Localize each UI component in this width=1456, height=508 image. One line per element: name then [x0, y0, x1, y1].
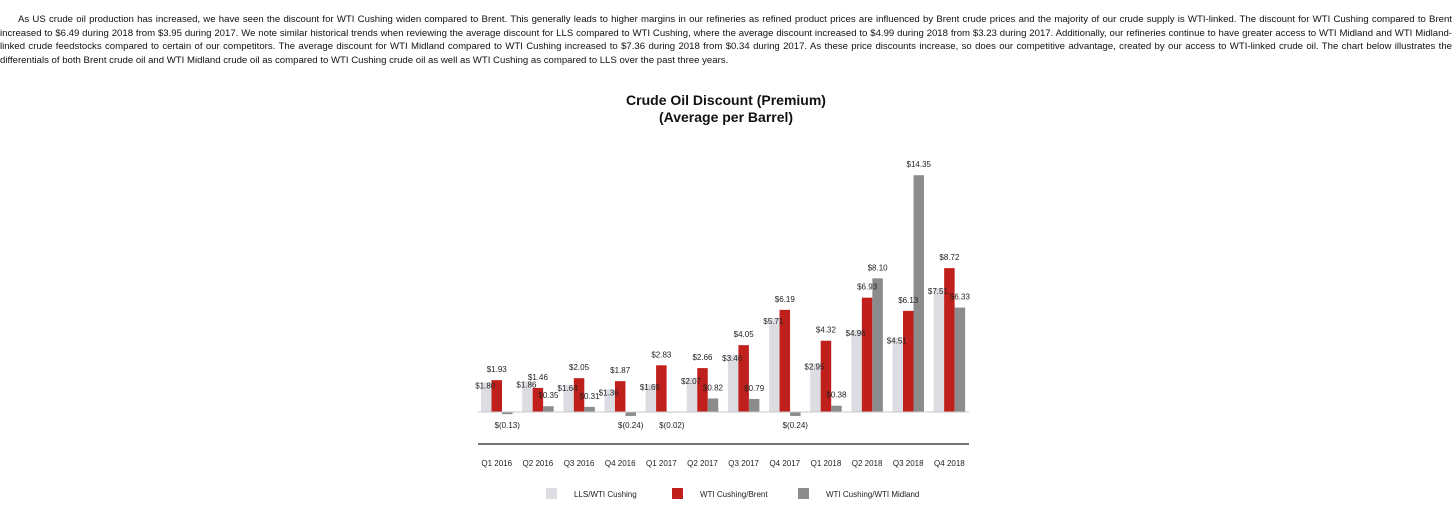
value-labels-layer: $1.80 $1.93 $(0.13) $1.86$1.46 $0.35$1.64 $2.… — [475, 160, 970, 430]
bar-lls-11 — [892, 337, 903, 412]
data-label-midland-6: $0.82 — [703, 383, 724, 392]
data-label-brent-7: $4.05 — [734, 330, 755, 339]
bar-midland-10 — [872, 278, 883, 412]
legend-label-2: WTI Cushing/Brent — [700, 490, 768, 499]
data-label-brent-4: $1.87 — [610, 366, 631, 375]
data-label-brent-5: $2.83 — [651, 350, 672, 359]
bar-brent-9 — [820, 340, 832, 412]
bar-midland-4 — [625, 412, 636, 416]
data-label-midland-2: $0.35 — [538, 391, 559, 400]
bar-lls-9 — [810, 363, 821, 412]
bar-lls-3 — [563, 384, 574, 412]
x-tick-label-1: Q1 2016 — [481, 459, 512, 468]
data-label-lls-7: $3.46 — [722, 354, 743, 363]
data-label-brent-6: $2.66 — [692, 353, 713, 362]
bar-lls-12 — [933, 288, 945, 412]
bar-brent-3 — [573, 378, 585, 412]
bar-lls-6 — [686, 377, 698, 412]
x-tick-label-7: Q3 2017 — [728, 459, 759, 468]
x-tick-label-11: Q3 2018 — [893, 459, 924, 468]
bar-brent-2 — [532, 387, 544, 412]
chart-subtitle: (Average per Barrel) — [658, 109, 794, 125]
bar-lls-10 — [851, 330, 862, 412]
data-label-midland-11: $14.35 — [907, 160, 932, 169]
data-label-midland-7: $0.79 — [744, 384, 765, 393]
bar-midland-3 — [584, 406, 595, 412]
data-label-lls-12: $7.51 — [928, 287, 949, 296]
bar-midland-1 — [502, 412, 513, 415]
data-label-brent-10: $6.93 — [857, 283, 878, 292]
data-label-midland-4: $(0.24) — [618, 421, 644, 430]
data-label-brent-1: $1.93 — [487, 365, 508, 374]
data-label-lls-4: $1.36 — [599, 389, 620, 398]
chart-title: Crude Oil Discount (Premium) — [626, 92, 826, 108]
data-label-lls-9: $2.95 — [804, 362, 825, 371]
bar-midland-11 — [913, 175, 924, 412]
legend: LLS/WTI Cushing WTI Cushing/Brent WTI Cush… — [546, 488, 919, 499]
data-label-brent-2: $1.46 — [528, 373, 549, 382]
data-label-brent-11: $6.13 — [898, 296, 919, 305]
bar-brent-6 — [697, 368, 708, 412]
x-tick-label-5: Q1 2017 — [646, 459, 677, 468]
bars-layer — [481, 175, 966, 416]
data-label-lls-11: $4.51 — [887, 337, 908, 346]
bar-brent-1 — [491, 380, 502, 412]
legend-swatch-1 — [546, 488, 557, 499]
bar-brent-10 — [861, 297, 873, 412]
data-label-lls-3: $1.64 — [558, 384, 579, 393]
data-label-lls-10: $4.96 — [846, 329, 867, 338]
data-label-brent-9: $4.32 — [816, 326, 837, 335]
bar-lls-7 — [727, 354, 739, 412]
bar-lls-1 — [481, 382, 492, 412]
bar-brent-12 — [944, 268, 955, 412]
bar-midland-2 — [543, 406, 554, 412]
bar-midland-6 — [707, 398, 719, 412]
data-label-lls-5: $1.69 — [640, 383, 661, 392]
data-label-midland-8: $(0.24) — [783, 421, 809, 430]
x-tick-label-9: Q1 2018 — [811, 459, 842, 468]
bar-lls-4 — [604, 389, 615, 412]
legend-label-3: WTI Cushing/WTI Midland — [826, 490, 919, 499]
legend-label-1: LLS/WTI Cushing — [574, 490, 637, 499]
legend-swatch-3 — [798, 488, 809, 499]
x-tick-label-12: Q4 2018 — [934, 459, 965, 468]
bar-lls-2 — [522, 381, 533, 412]
bar-midland-8 — [790, 412, 801, 416]
x-tick-label-8: Q4 2017 — [769, 459, 800, 468]
x-tick-label-6: Q2 2017 — [687, 459, 718, 468]
legend-swatch-2 — [672, 488, 683, 499]
intro-paragraph: As US crude oil production has increased… — [0, 14, 1452, 66]
data-label-midland-9: $0.38 — [826, 391, 847, 400]
bar-brent-4 — [614, 381, 626, 412]
bar-lls-8 — [769, 317, 780, 412]
data-label-brent-8: $6.19 — [775, 295, 796, 304]
bar-brent-11 — [903, 310, 914, 412]
x-tick-label-3: Q3 2016 — [564, 459, 595, 468]
bar-lls-5 — [645, 384, 657, 412]
bar-brent-5 — [656, 365, 667, 413]
data-label-lls-2: $1.86 — [516, 380, 537, 389]
x-tick-label-4: Q4 2016 — [605, 459, 636, 468]
data-label-lls-6: $2.07 — [681, 377, 702, 386]
x-tick-labels: Q1 2016 Q2 2016 Q3 2016 Q4 2016 Q1 2017 Q2 20… — [481, 459, 965, 468]
bar-midland-7 — [748, 398, 760, 412]
bar-midland-12 — [954, 307, 966, 413]
bar-midland-9 — [831, 405, 842, 412]
bar-brent-7 — [738, 345, 749, 413]
data-label-lls-1: $1.80 — [475, 381, 496, 390]
bar-brent-8 — [779, 309, 791, 413]
data-label-brent-12: $8.72 — [939, 253, 960, 262]
data-label-midland-10: $8.10 — [868, 263, 889, 272]
chart-title-block: Crude Oil Discount (Premium) (Average pe… — [526, 92, 926, 126]
data-label-midland-1: $(0.13) — [495, 421, 521, 430]
data-label-lls-8: $5.71 — [763, 317, 784, 326]
data-label-midland-12: $6.33 — [950, 293, 971, 302]
data-label-midland-3: $0.31 — [580, 392, 601, 401]
x-tick-label-2: Q2 2016 — [523, 459, 554, 468]
x-tick-label-10: Q2 2018 — [852, 459, 883, 468]
data-label-midland-5: $(0.02) — [659, 421, 685, 430]
data-label-brent-3: $2.05 — [569, 363, 590, 372]
